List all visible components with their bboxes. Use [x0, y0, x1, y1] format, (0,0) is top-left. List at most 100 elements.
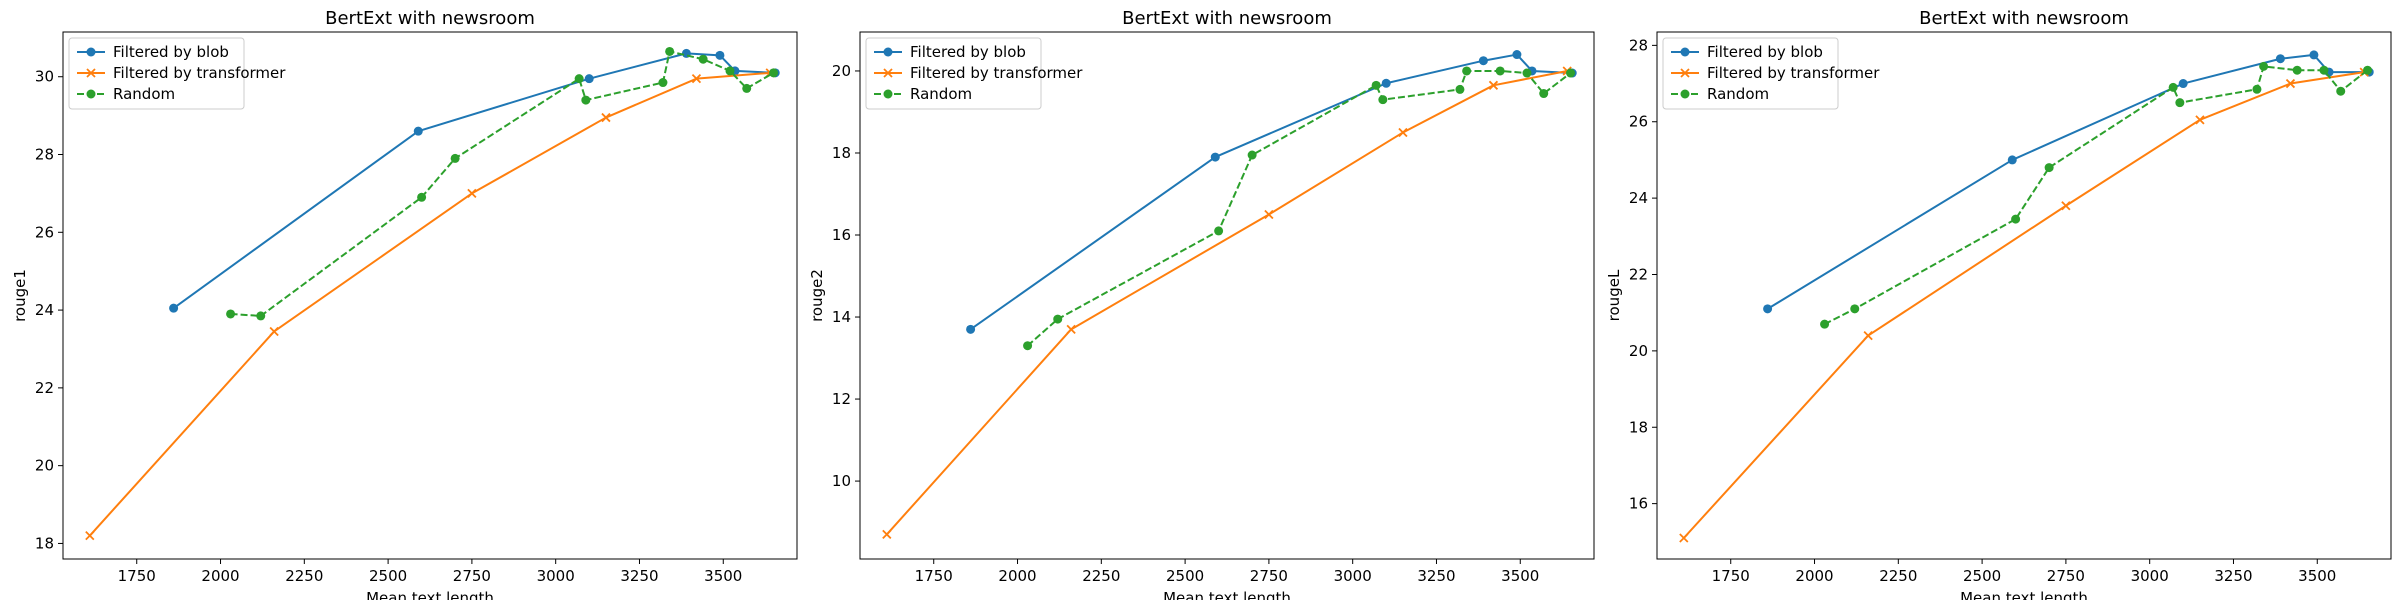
data-point — [2319, 65, 2329, 75]
legend-marker — [883, 47, 893, 57]
legend: Filtered by blob Filtered by transformer R… — [1662, 37, 1880, 110]
legend-marker — [1680, 89, 1690, 99]
y-tick-label: 24 — [1629, 189, 1648, 207]
series-filtered-by-transformer — [1679, 67, 2369, 543]
series-filtered-by-blob — [1763, 50, 2374, 314]
y-tick-label: 12 — [832, 390, 851, 408]
x-tick-label: 3250 — [2214, 567, 2252, 585]
y-tick-label: 22 — [1629, 265, 1648, 283]
x-tick-label: 3250 — [1417, 567, 1455, 585]
data-point-stroke — [1679, 533, 1689, 543]
data-point — [769, 68, 779, 78]
x-tick-label: 3000 — [2131, 567, 2169, 585]
data-point — [1210, 152, 1220, 162]
y-tick-label: 26 — [1629, 113, 1648, 131]
x-tick-label: 2000 — [201, 567, 239, 585]
data-point — [169, 303, 179, 313]
legend-label: Filtered by blob — [910, 43, 1026, 61]
y-tick-label: 16 — [1629, 495, 1648, 513]
data-point — [85, 531, 95, 541]
data-point — [2175, 98, 2185, 108]
y-tick-label: 16 — [832, 226, 851, 244]
x-tick-label: 3500 — [1501, 567, 1539, 585]
data-point — [2275, 54, 2285, 64]
y-tick-label: 10 — [832, 472, 851, 490]
data-point — [665, 46, 675, 56]
data-point — [1371, 80, 1381, 90]
legend-marker — [1680, 47, 1690, 57]
data-point — [1566, 68, 1576, 78]
chart-title: BertExt with newsroom — [1122, 8, 1332, 29]
data-point — [1478, 56, 1488, 66]
series-line — [970, 53, 1573, 331]
legend-label: Filtered by blob — [113, 43, 229, 61]
data-point — [1214, 226, 1224, 236]
data-point — [966, 324, 976, 334]
data-point — [2044, 163, 2054, 173]
data-point — [658, 78, 668, 88]
data-point — [2011, 214, 2021, 224]
data-point — [1264, 209, 1274, 220]
y-axis-label: rouge1 — [11, 269, 29, 322]
data-point — [2336, 86, 2346, 96]
data-point — [1455, 84, 1465, 94]
data-point-stroke — [2061, 201, 2071, 211]
data-point — [2363, 65, 2373, 75]
series-random — [1023, 66, 1576, 351]
x-tick-label: 2000 — [1795, 567, 1833, 585]
data-point — [2259, 61, 2269, 71]
data-point — [1247, 150, 1257, 160]
y-tick-label: 20 — [832, 62, 851, 80]
data-point — [2007, 155, 2017, 165]
data-point — [467, 188, 477, 199]
x-tick-label: 1750 — [118, 567, 156, 585]
data-point — [1398, 127, 1408, 138]
data-point — [698, 54, 708, 64]
legend: Filtered by blob Filtered by transformer R… — [68, 37, 286, 110]
series-line — [173, 52, 776, 309]
x-axis-label: Mean text length — [1163, 589, 1291, 600]
x-axis-label: Mean text length — [366, 589, 494, 600]
legend-marker — [1680, 68, 1690, 78]
y-tick-label: 18 — [832, 144, 851, 162]
x-tick-label: 2250 — [1879, 567, 1917, 585]
data-point-stroke — [85, 531, 95, 541]
data-point — [1495, 66, 1505, 76]
chart-title: BertExt with newsroom — [1919, 8, 2129, 29]
series-line — [89, 71, 771, 537]
data-point-stroke — [601, 112, 611, 123]
data-point — [2309, 50, 2319, 60]
data-point — [2168, 82, 2178, 92]
data-point-stroke — [1863, 330, 1873, 341]
data-point — [725, 66, 735, 76]
data-point — [742, 83, 752, 93]
data-point — [715, 50, 725, 60]
data-point — [574, 74, 584, 84]
data-point — [2178, 79, 2188, 89]
chart-panel-1: BertExt with newsroom 1750 2000 2250 2500 275… — [11, 8, 798, 600]
data-point-stroke — [269, 326, 279, 337]
series-random — [1820, 61, 2373, 329]
legend-label: Filtered by blob — [1707, 43, 1823, 61]
data-point — [2285, 78, 2296, 89]
data-point — [1462, 66, 1472, 76]
legend-box — [1662, 37, 1839, 110]
series-line — [1683, 71, 2365, 539]
plot-area-frame — [859, 31, 1595, 560]
data-point — [584, 74, 594, 84]
y-tick-label: 24 — [35, 301, 54, 319]
x-tick-label: 3500 — [2298, 567, 2336, 585]
legend: Filtered by blob Filtered by transformer R… — [865, 37, 1083, 110]
data-point — [2061, 201, 2071, 211]
series-filtered-by-blob — [169, 48, 780, 313]
data-point-stroke — [691, 74, 702, 84]
x-tick-label: 2000 — [998, 567, 1036, 585]
data-point — [1820, 319, 1830, 329]
x-tick-label: 2500 — [1963, 567, 2001, 585]
data-point — [1763, 304, 1773, 314]
y-tick-label: 18 — [1629, 418, 1648, 436]
x-tick-label: 2500 — [1166, 567, 1204, 585]
data-point-stroke — [1398, 127, 1408, 138]
series-line — [1026, 69, 1572, 347]
